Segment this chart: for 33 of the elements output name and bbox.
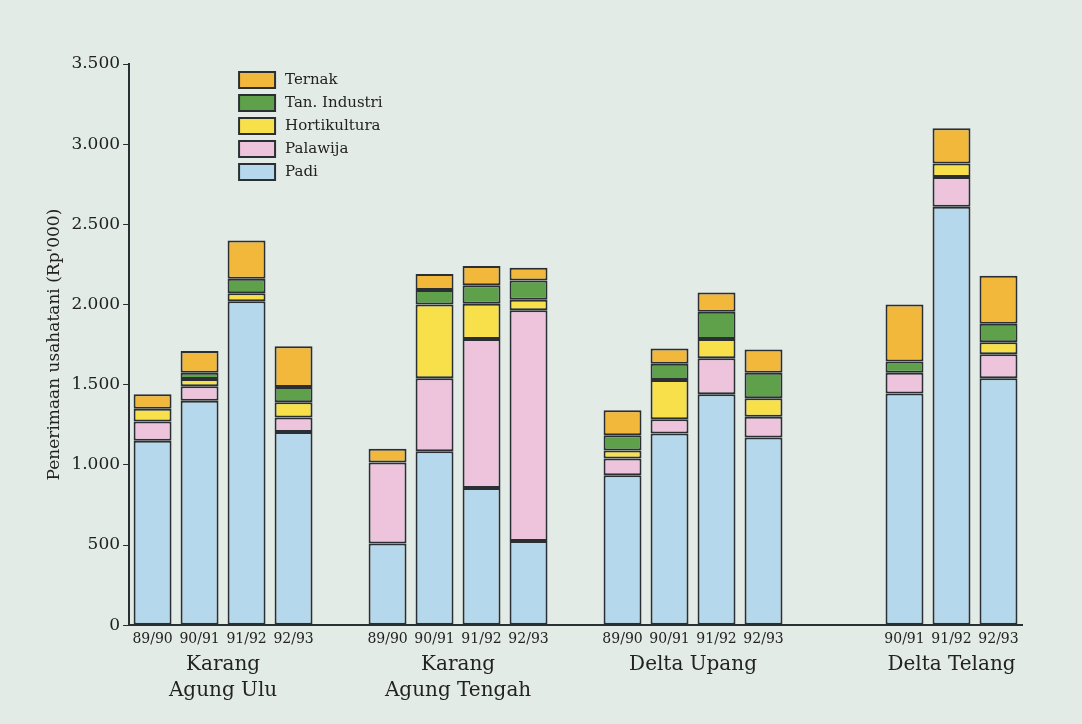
x-tick-label: 92/93	[978, 630, 1019, 647]
text: Delta Telang	[887, 651, 1016, 676]
y-tick-label: 2.500	[71, 212, 121, 233]
x-tick-label: 89/90	[602, 630, 643, 647]
y-tick-label: 0	[109, 613, 121, 634]
x-tick-label: 90/91	[649, 630, 690, 647]
x-tick-label: 91/92	[931, 630, 972, 647]
x-tick-label: 92/93	[273, 630, 314, 647]
y-tick-label: 3.500	[71, 52, 121, 73]
x-tick-label: 90/91	[884, 630, 925, 647]
legend-label: Hortikultura	[285, 115, 381, 134]
text: Delta Upang	[629, 651, 758, 676]
legend-label: Tan. Industri	[285, 92, 383, 111]
x-tick-label: 91/92	[461, 630, 502, 647]
x-tick-label: 92/93	[743, 630, 784, 647]
legend-label: Ternak	[285, 69, 339, 88]
y-tick-label: 1.000	[71, 453, 121, 474]
y-tick-label: 1.500	[71, 373, 121, 394]
legend-label: Palawija	[285, 138, 349, 157]
text: Karang Agung Tengah	[383, 651, 532, 702]
x-tick-label: 92/93	[508, 630, 549, 647]
x-tick-label: 89/90	[132, 630, 173, 647]
x-tick-label: 91/92	[696, 630, 737, 647]
x-tick-label: 90/91	[414, 630, 455, 647]
x-tick-label: 91/92	[226, 630, 267, 647]
y-axis-title: Penerimaan usahatani (Rp'000)	[42, 208, 63, 481]
y-tick-label: 3.000	[71, 132, 121, 153]
legend-label: Padi	[285, 161, 319, 180]
y-tick-label: 2.000	[71, 292, 121, 313]
x-tick-label: 90/91	[179, 630, 220, 647]
text: Karang Agung Ulu	[167, 651, 278, 702]
y-tick-label: 500	[87, 533, 121, 554]
x-tick-label: 89/90	[367, 630, 408, 647]
